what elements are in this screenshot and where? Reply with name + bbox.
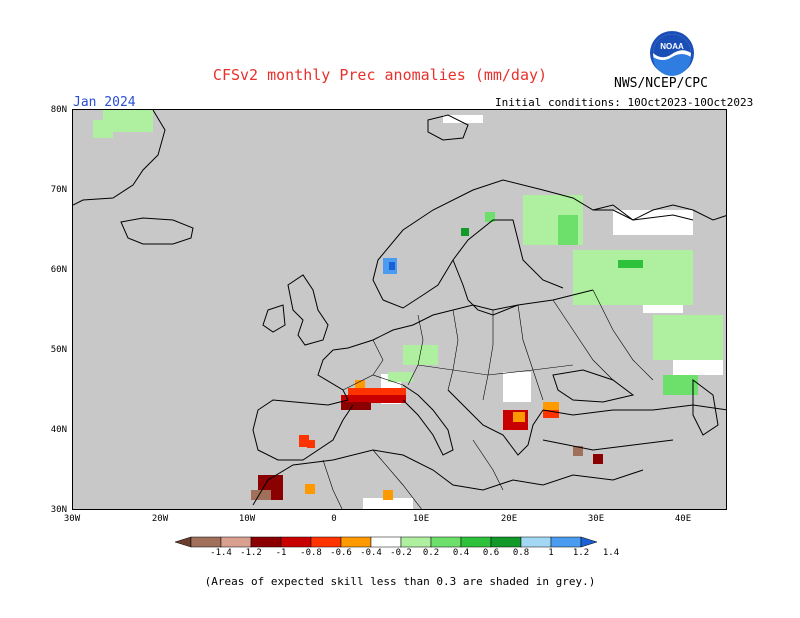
legend-swatch	[460, 536, 492, 548]
noaa-logo-icon: NOAA	[650, 31, 694, 76]
legend-swatch	[310, 536, 342, 548]
legend-tick-label: 1	[548, 548, 554, 558]
legend-tick-label: 0.6	[482, 548, 500, 558]
legend-tick-label: -1.4	[210, 548, 232, 558]
legend-swatch	[250, 536, 282, 548]
legend-swatch	[490, 536, 522, 548]
legend-tick-label: 1.4	[602, 548, 620, 558]
lon-label-10e: 10E	[412, 514, 430, 524]
legend-tick-label: 0.2	[422, 548, 440, 558]
lon-label-20e: 20E	[500, 514, 518, 524]
legend-tick-label: -0.6	[330, 548, 352, 558]
lon-label-30w: 30W	[63, 514, 81, 524]
lat-label-70n: 70N	[50, 185, 67, 195]
low-anomaly-areas	[363, 115, 723, 509]
color-legend	[175, 536, 598, 548]
skill-footnote: (Areas of expected skill less than 0.3 a…	[204, 575, 596, 588]
lat-label-80n: 80N	[50, 105, 67, 115]
map-canvas	[73, 110, 726, 509]
lon-label-20w: 20W	[151, 514, 169, 524]
legend-swatch	[280, 536, 312, 548]
legend-arrow-low	[175, 536, 192, 548]
lat-label-30n: 30N	[50, 505, 67, 515]
lat-label-40n: 40N	[50, 425, 67, 435]
lon-label-30e: 30E	[587, 514, 605, 524]
legend-swatch	[520, 536, 552, 548]
negative-anomaly-areas	[251, 380, 603, 500]
svg-text:NOAA: NOAA	[660, 42, 684, 51]
legend-arrow-high	[580, 536, 598, 548]
legend-tick-label: 0.4	[452, 548, 470, 558]
legend-tick-label: -1	[275, 548, 287, 558]
chart-title: CFSv2 monthly Prec anomalies (mm/day)	[212, 66, 548, 84]
lon-label-40e: 40E	[674, 514, 692, 524]
legend-tick-label: -0.4	[360, 548, 382, 558]
agency-label: NWS/NCEP/CPC	[614, 76, 708, 91]
country-borders	[322, 289, 654, 509]
positive-anomaly-areas	[93, 110, 723, 395]
legend-swatch	[220, 536, 252, 548]
legend-swatch	[370, 536, 402, 548]
initial-conditions: Initial conditions: 10Oct2023-10Oct2023	[495, 96, 754, 109]
lat-label-50n: 50N	[50, 345, 67, 355]
legend-tick-label: 0.8	[512, 548, 530, 558]
coastlines	[73, 110, 726, 506]
legend-tick-label: -1.2	[240, 548, 262, 558]
legend-tick-label: 1.2	[572, 548, 590, 558]
strong-positive-areas	[383, 258, 397, 274]
legend-swatch	[550, 536, 582, 548]
legend-tick-label: -0.8	[300, 548, 322, 558]
legend-swatch	[190, 536, 222, 548]
anomaly-map	[72, 109, 727, 510]
legend-swatch	[400, 536, 432, 548]
lon-label-0: 0	[331, 514, 337, 524]
forecast-month: Jan 2024	[73, 95, 136, 110]
lon-label-10w: 10W	[238, 514, 256, 524]
legend-swatch	[430, 536, 462, 548]
legend-tick-label: -0.2	[390, 548, 412, 558]
lat-label-60n: 60N	[50, 265, 67, 275]
legend-swatch	[340, 536, 372, 548]
